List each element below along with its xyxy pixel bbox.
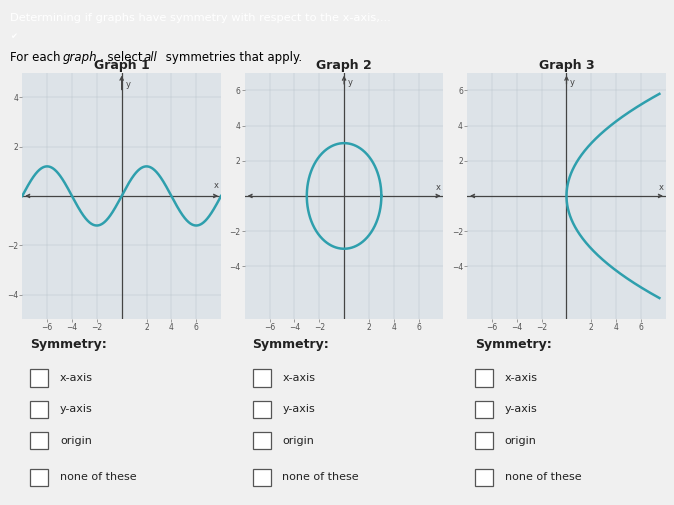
Bar	[475, 432, 493, 449]
Text: y: y	[570, 78, 575, 87]
Text: ✔: ✔	[10, 32, 17, 41]
Bar	[30, 400, 48, 418]
Text: x-axis: x-axis	[282, 373, 315, 383]
Bar	[475, 369, 493, 387]
Text: none of these: none of these	[60, 472, 137, 482]
Bar	[475, 400, 493, 418]
Text: y-axis: y-axis	[60, 405, 93, 415]
Text: symmetries that apply.: symmetries that apply.	[162, 50, 303, 64]
Text: origin: origin	[60, 436, 92, 446]
Text: For each: For each	[10, 50, 64, 64]
Bar	[253, 400, 270, 418]
Text: all: all	[144, 50, 157, 64]
Bar	[30, 432, 48, 449]
Text: none of these: none of these	[505, 472, 582, 482]
Text: y: y	[348, 78, 353, 87]
Bar	[30, 369, 48, 387]
Bar	[253, 432, 270, 449]
Text: x: x	[214, 181, 218, 190]
Text: none of these: none of these	[282, 472, 359, 482]
Text: Symmetry:: Symmetry:	[253, 338, 330, 351]
Bar	[30, 469, 48, 486]
Text: graph: graph	[63, 50, 97, 64]
Title: Graph 3: Graph 3	[539, 59, 594, 72]
Title: Graph 2: Graph 2	[316, 59, 372, 72]
Text: Symmetry:: Symmetry:	[30, 338, 107, 351]
Text: origin: origin	[282, 436, 314, 446]
Bar	[253, 369, 270, 387]
Text: x: x	[658, 182, 663, 191]
Text: y-axis: y-axis	[282, 405, 315, 415]
Text: x: x	[436, 182, 441, 191]
Text: Symmetry:: Symmetry:	[475, 338, 552, 351]
Text: Determining if graphs have symmetry with respect to the x-axis,...: Determining if graphs have symmetry with…	[10, 13, 391, 23]
Text: origin: origin	[505, 436, 537, 446]
Text: x-axis: x-axis	[505, 373, 538, 383]
Text: y: y	[125, 80, 130, 89]
Text: y-axis: y-axis	[505, 405, 538, 415]
Text: x-axis: x-axis	[60, 373, 93, 383]
Bar	[475, 469, 493, 486]
Title: Graph 1: Graph 1	[94, 59, 150, 72]
Text: , select: , select	[100, 50, 146, 64]
Bar	[253, 469, 270, 486]
